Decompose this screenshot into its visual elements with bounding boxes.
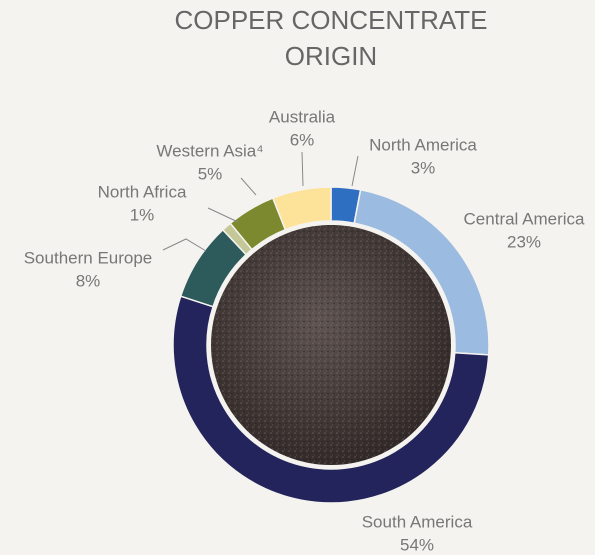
donut (172, 186, 490, 504)
segment-label: North America (369, 135, 477, 154)
segment-label: South America (362, 512, 473, 531)
segment-value: 8% (76, 271, 101, 290)
segment-label: Central America (464, 209, 585, 228)
segment-value: 54% (400, 535, 434, 554)
chart-title: COPPER CONCENTRATE (175, 5, 488, 35)
segment-label: Southern Europe (24, 248, 153, 267)
segment-value: 6% (290, 130, 315, 149)
segment-label: North Africa (98, 182, 187, 201)
leader-line (240, 177, 257, 196)
leader-line (207, 207, 239, 223)
labels: North America 3% Central America 23% South A… (24, 107, 585, 554)
donut-segment (172, 295, 490, 504)
leader-line (301, 151, 304, 187)
segment-label: Western Asia⁴ (156, 141, 263, 160)
segment-value: 5% (198, 164, 223, 183)
leader-line (351, 155, 359, 187)
center-texture (211, 225, 451, 465)
segment-value: 3% (411, 158, 436, 177)
segment-value: 1% (130, 205, 155, 224)
segment-value: 23% (507, 232, 541, 251)
segment-label: Australia (269, 107, 336, 126)
leader-line (162, 238, 207, 252)
chart-title: ORIGIN (285, 41, 377, 71)
donut-segment (271, 186, 332, 231)
